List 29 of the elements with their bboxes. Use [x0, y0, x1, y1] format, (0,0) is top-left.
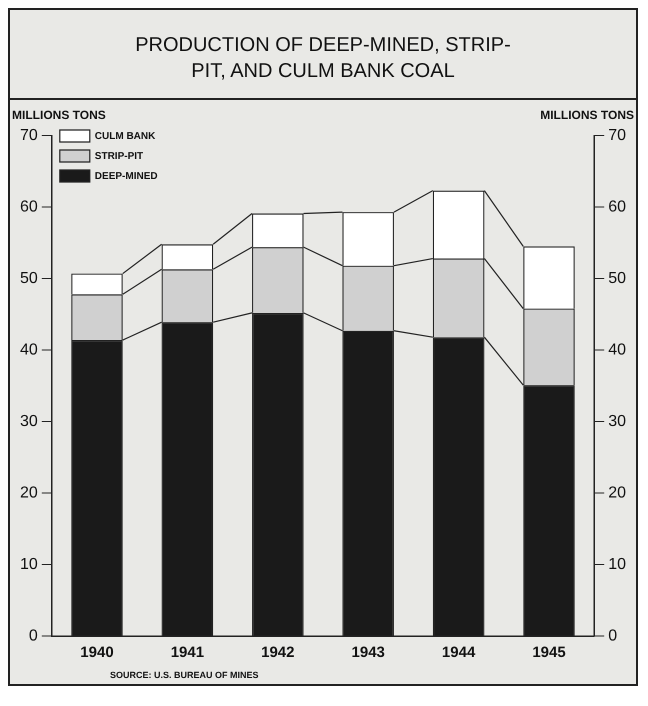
source-note: SOURCE: U.S. BUREAU OF MINES [109, 670, 260, 682]
x-tick-label: 1943 [352, 644, 385, 662]
y-tick-label: 10 [20, 556, 38, 573]
x-tick-label: 1941 [170, 644, 204, 662]
chart-title: PRODUCTION OF DEEP-MINED, STRIP-PIT, AND CULM BANK COAL [10, 10, 636, 100]
y2-tick-label: 40 [608, 341, 626, 358]
y-tick-label: 20 [20, 484, 38, 502]
legend-label: DEEP-MINED [94, 170, 158, 182]
y2-tick-label: 20 [608, 484, 626, 502]
legend-label: CULM BANK [94, 130, 156, 142]
y2-tick-label: 10 [608, 556, 626, 573]
y2-tick-label: 60 [608, 198, 626, 216]
y2-axis-title: MILLIONS TONS [540, 108, 634, 122]
y-tick-label: 30 [20, 412, 38, 430]
y2-tick-label: 50 [608, 270, 626, 287]
x-tick-label: 1940 [80, 644, 114, 662]
y-tick-label: 50 [20, 270, 38, 287]
legend-label: STRIP-PIT [94, 150, 144, 162]
y-tick-label: 40 [20, 341, 38, 358]
y2-tick-label: 30 [608, 412, 626, 430]
y2-tick-label: 70 [608, 127, 626, 144]
x-tick-label: 1942 [261, 644, 294, 662]
y-tick-label: 0 [28, 627, 38, 644]
x-tick-label: 1945 [532, 644, 566, 662]
y-tick-label: 60 [20, 198, 38, 216]
y-tick-label: 70 [20, 127, 38, 144]
y2-tick-label: 0 [608, 627, 618, 644]
x-tick-label: 1944 [442, 644, 476, 662]
y-axis-title: MILLIONS TONS [12, 108, 106, 122]
